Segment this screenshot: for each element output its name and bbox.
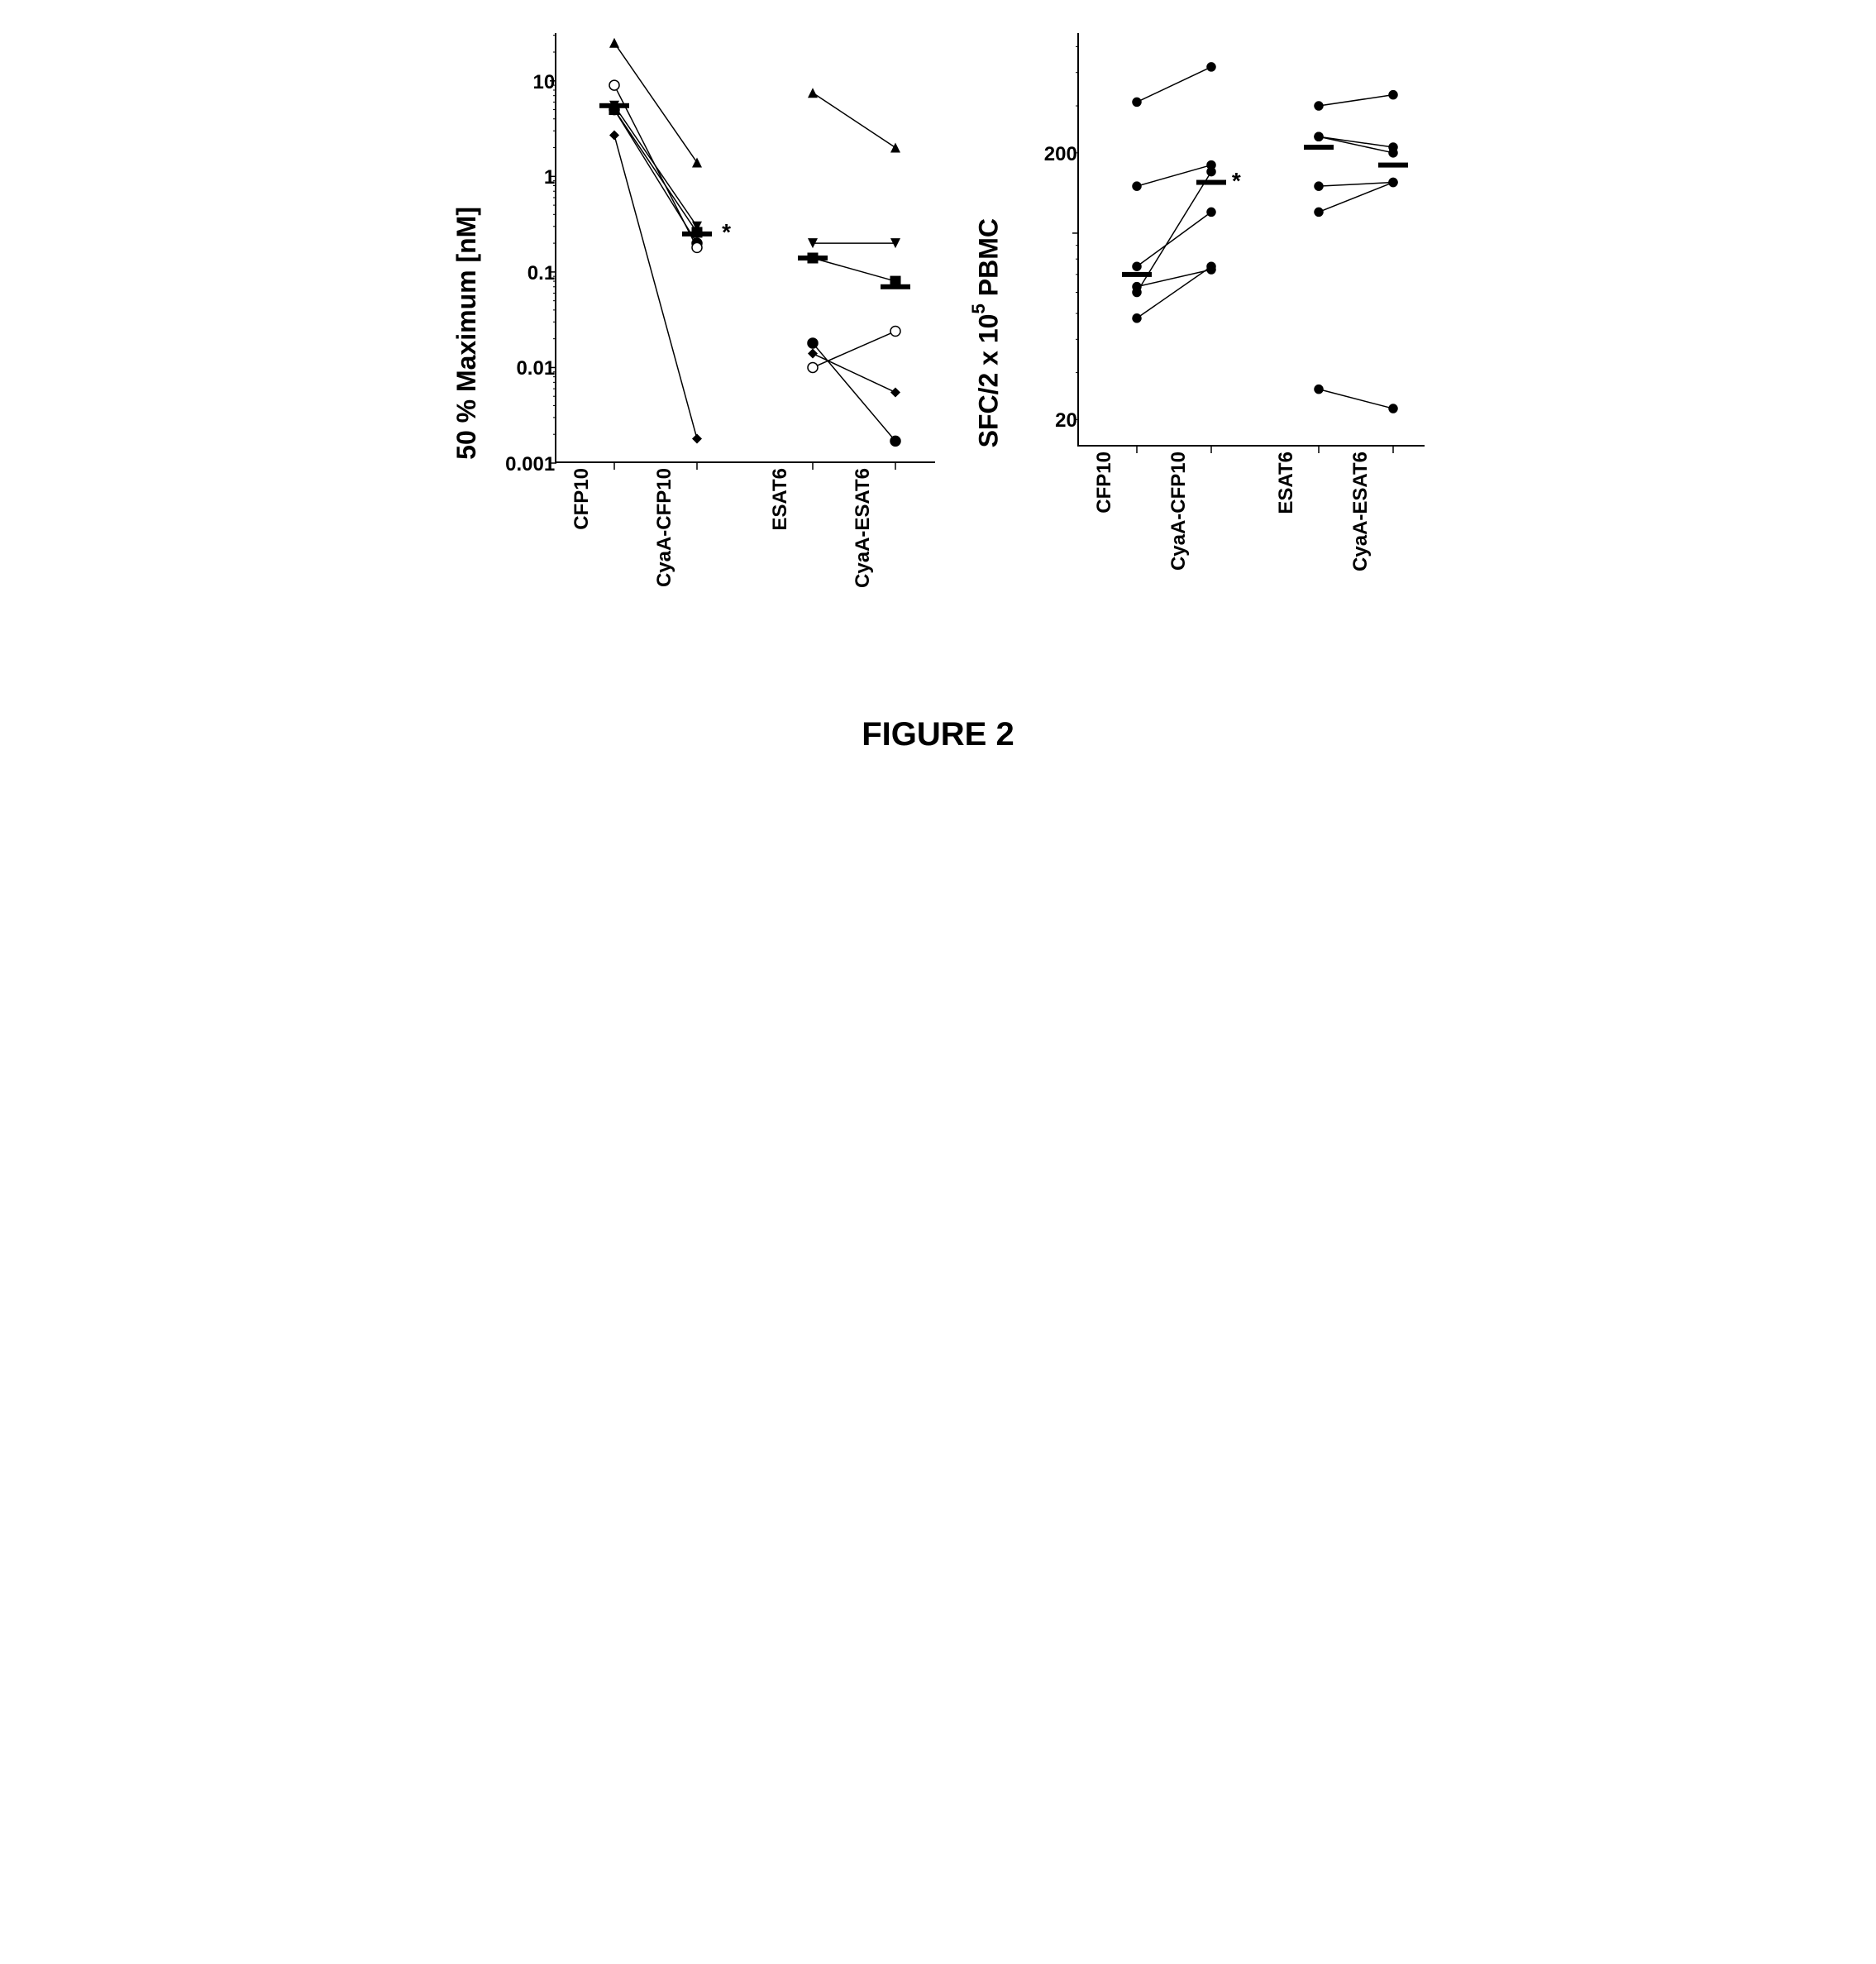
x-tick-label: CFP10 <box>1093 452 1116 514</box>
y-tick-label: 0.1 <box>527 262 555 285</box>
significance-asterisk: * <box>1232 168 1241 194</box>
right-ylabel: SFC/2 x 105 PBMC <box>968 218 1005 447</box>
x-tick-label: CyaA-ESAT6 <box>852 468 875 588</box>
y-tick-label: 10 <box>532 71 555 94</box>
left-y-ticks: 1010.10.010.001 <box>490 33 555 463</box>
x-tick-label: CyaA-ESAT6 <box>1349 452 1372 571</box>
left-x-ticks: CFP10 CyaA-CFP10 ESAT6 CyaA-ESAT6 <box>523 468 903 633</box>
left-ylabel: 50 % Maximum [nM] <box>451 207 482 460</box>
left-plot-area: * <box>555 33 935 463</box>
y-tick-label: 200 <box>1044 143 1077 166</box>
x-tick-label: CyaA-CFP10 <box>1167 452 1191 571</box>
panels-row: 50 % Maximum [nM] 1010.10.010.001 * CFP1… <box>451 33 1425 633</box>
y-tick-label: 0.01 <box>516 357 555 380</box>
significance-asterisk: * <box>722 219 731 246</box>
x-tick-label: CFP10 <box>570 468 594 530</box>
x-tick-label: ESAT6 <box>1275 452 1298 514</box>
y-tick-label: 20 <box>1055 409 1077 432</box>
right-plot-area: * <box>1077 33 1425 447</box>
right-panel: SFC/2 x 105 PBMC 200 20 * CFP10 CyaA-CFP10… <box>968 33 1425 633</box>
x-tick-label: CyaA-CFP10 <box>653 468 676 587</box>
right-y-ticks: 200 20 <box>1013 33 1077 447</box>
right-x-ticks: CFP10 CyaA-CFP10 ESAT6 CyaA-ESAT6 <box>1045 452 1392 617</box>
left-panel: 50 % Maximum [nM] 1010.10.010.001 * CFP1… <box>451 33 935 633</box>
y-tick-label: 1 <box>544 166 555 189</box>
figure-caption: FIGURE 2 <box>862 716 1014 753</box>
figure: 50 % Maximum [nM] 1010.10.010.001 * CFP1… <box>33 33 1843 753</box>
x-tick-label: ESAT6 <box>769 468 792 531</box>
